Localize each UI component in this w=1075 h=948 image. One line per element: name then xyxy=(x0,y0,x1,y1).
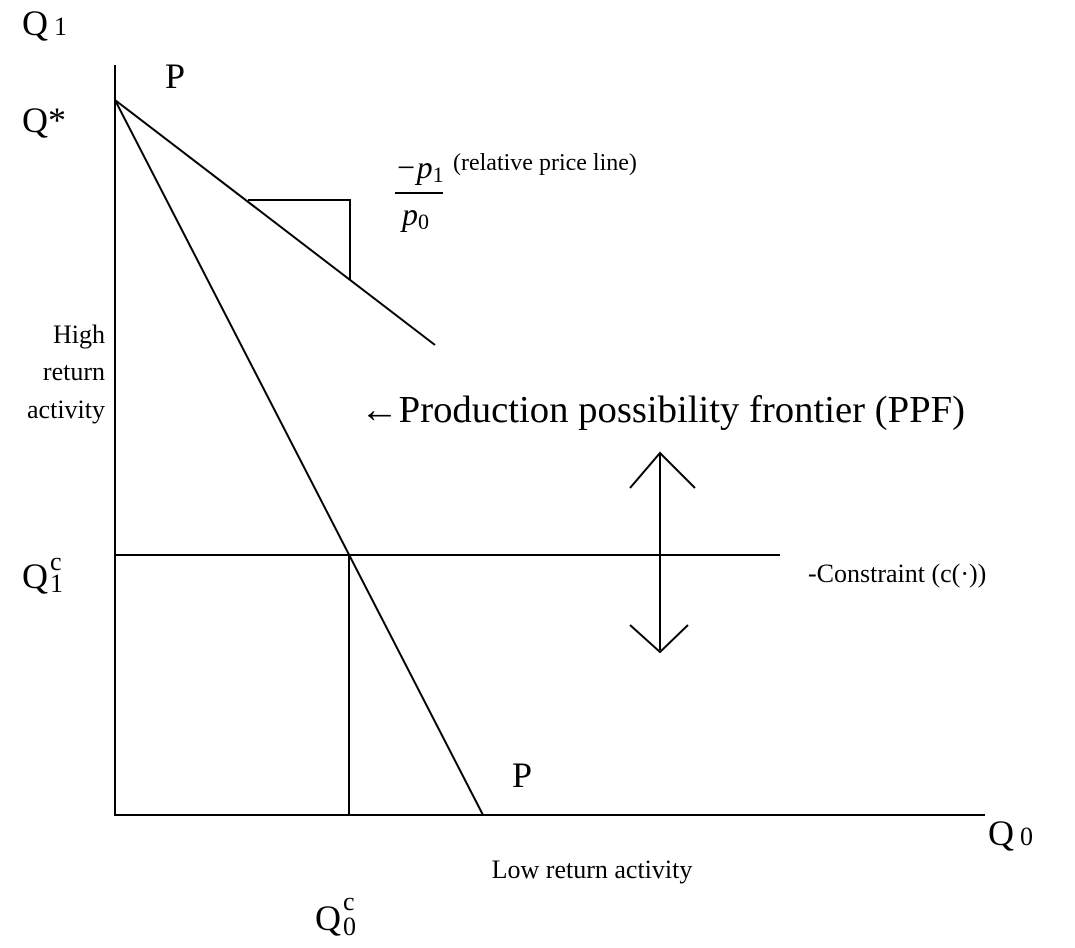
ppf-label: P xyxy=(512,755,532,795)
q0-constraint-sup: c xyxy=(343,887,355,916)
q0-constraint-main: Q xyxy=(315,898,341,938)
q0-constraint-sub: 0 xyxy=(343,912,356,941)
y-axis-title: activity xyxy=(27,395,105,424)
y-axis-title: High xyxy=(53,320,105,349)
price-numerator-main: −p xyxy=(395,149,433,185)
price-denominator-sub: 0 xyxy=(418,209,429,234)
price-denominator-main: p xyxy=(400,196,418,232)
price-note: (relative price line) xyxy=(453,150,637,176)
q0-constraint: Qc 0 xyxy=(315,887,356,941)
y-axis-symbol-main: Q xyxy=(22,3,48,43)
price-numerator-sub: 1 xyxy=(433,162,444,187)
q1-constraint-main: Q xyxy=(22,556,48,596)
q-star: Q* xyxy=(22,100,66,140)
x-axis-symbol-sub: 0 xyxy=(1020,822,1033,851)
price-denominator: p0 xyxy=(400,196,429,234)
price-line xyxy=(114,99,436,346)
ppf-annotation: ←Production possibility frontier (PPF) xyxy=(360,389,965,431)
constraint-label: -Constraint (c(·)) xyxy=(808,559,986,588)
ppf-line xyxy=(114,99,484,816)
x-axis-symbol-main: Q xyxy=(988,813,1014,853)
y-axis-symbol-sub: 1 xyxy=(54,12,67,41)
price-numerator: −p1 xyxy=(395,149,444,187)
ppf-label: P xyxy=(165,56,185,96)
slope-triangle xyxy=(248,199,351,280)
arrow-head-down xyxy=(629,624,689,654)
q1-constraint-sub: 1 xyxy=(50,569,63,598)
q1-constraint: Qc 1 xyxy=(22,547,63,598)
x-axis-title: Low return activity xyxy=(492,855,693,884)
q1-constraint-sup: c xyxy=(50,547,62,576)
y-axis-title: return xyxy=(43,357,105,386)
arrow-head-up xyxy=(629,451,696,489)
